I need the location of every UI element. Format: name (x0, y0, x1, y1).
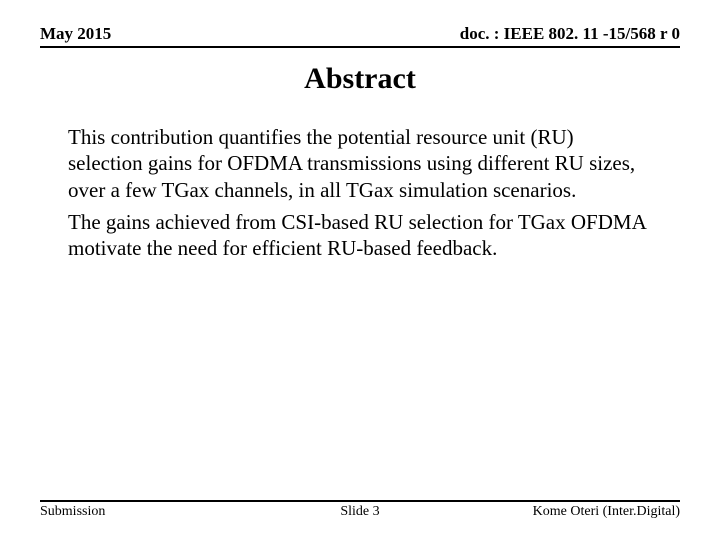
footer-right: Kome Oteri (Inter.Digital) (533, 504, 680, 520)
slide-header: May 2015 doc. : IEEE 802. 11 -15/568 r 0 (40, 24, 680, 48)
slide-body: This contribution quantifies the potenti… (40, 124, 680, 261)
slide-page: May 2015 doc. : IEEE 802. 11 -15/568 r 0… (0, 0, 720, 540)
abstract-paragraph-2: The gains achieved from CSI-based RU sel… (68, 209, 652, 262)
abstract-paragraph-1: This contribution quantifies the potenti… (68, 124, 652, 203)
header-date: May 2015 (40, 24, 111, 44)
footer-left: Submission (40, 504, 105, 520)
slide-title: Abstract (40, 62, 680, 96)
header-docid: doc. : IEEE 802. 11 -15/568 r 0 (460, 24, 680, 44)
slide-footer: Submission Slide 3 Kome Oteri (Inter.Dig… (40, 500, 680, 520)
